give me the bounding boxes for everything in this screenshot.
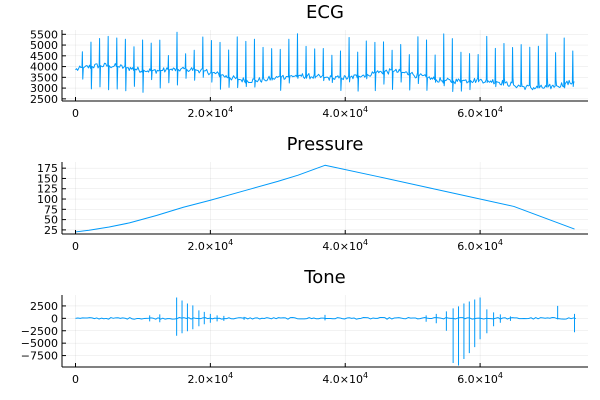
y-tick-label: 5500 (30, 28, 58, 41)
tone-spikes (149, 297, 576, 366)
y-tick-label: 0 (51, 312, 58, 325)
series-line (75, 31, 575, 93)
x-tick-label: 4.0×104 (322, 238, 368, 253)
y-tick-label: 125 (37, 183, 58, 196)
y-tick-label: 4000 (30, 61, 58, 74)
y-tick-label: 5000 (30, 39, 58, 52)
x-tick-label: 0 (72, 373, 79, 386)
x-tick-label: 4.0×104 (322, 105, 368, 120)
series-line (75, 316, 576, 320)
y-tick-label: −5000 (21, 337, 58, 350)
y-tick-label: −2500 (21, 325, 58, 338)
x-tick-label: 2.0×104 (187, 371, 233, 386)
y-tick-label: 75 (44, 203, 58, 216)
chart-title: Pressure (287, 134, 364, 155)
x-tick-label: 0 (72, 107, 79, 120)
x-tick-label: 2.0×104 (187, 238, 233, 253)
chart-title: ECG (306, 2, 344, 23)
x-tick-label: 4.0×104 (322, 371, 368, 386)
x-tick-label: 6.0×104 (457, 238, 503, 253)
x-tick-label: 2.0×104 (187, 105, 233, 120)
y-tick-label: 25 (44, 224, 58, 237)
y-tick-label: 150 (37, 172, 58, 185)
y-tick-label: 50 (44, 214, 58, 227)
y-tick-label: 2500 (30, 300, 58, 313)
y-tick-label: −7500 (21, 350, 58, 363)
x-tick-label: 0 (72, 240, 79, 253)
chart-title: Tone (303, 267, 345, 288)
y-tick-label: 3000 (30, 82, 58, 95)
series-line (75, 164, 575, 233)
y-tick-label: 100 (37, 193, 58, 206)
y-tick-label: 175 (37, 162, 58, 175)
x-tick-label: 6.0×104 (457, 371, 503, 386)
y-tick-label: 2500 (30, 93, 58, 106)
x-tick-label: 6.0×104 (457, 105, 503, 120)
y-tick-label: 4500 (30, 50, 58, 63)
y-tick-label: 3500 (30, 71, 58, 84)
